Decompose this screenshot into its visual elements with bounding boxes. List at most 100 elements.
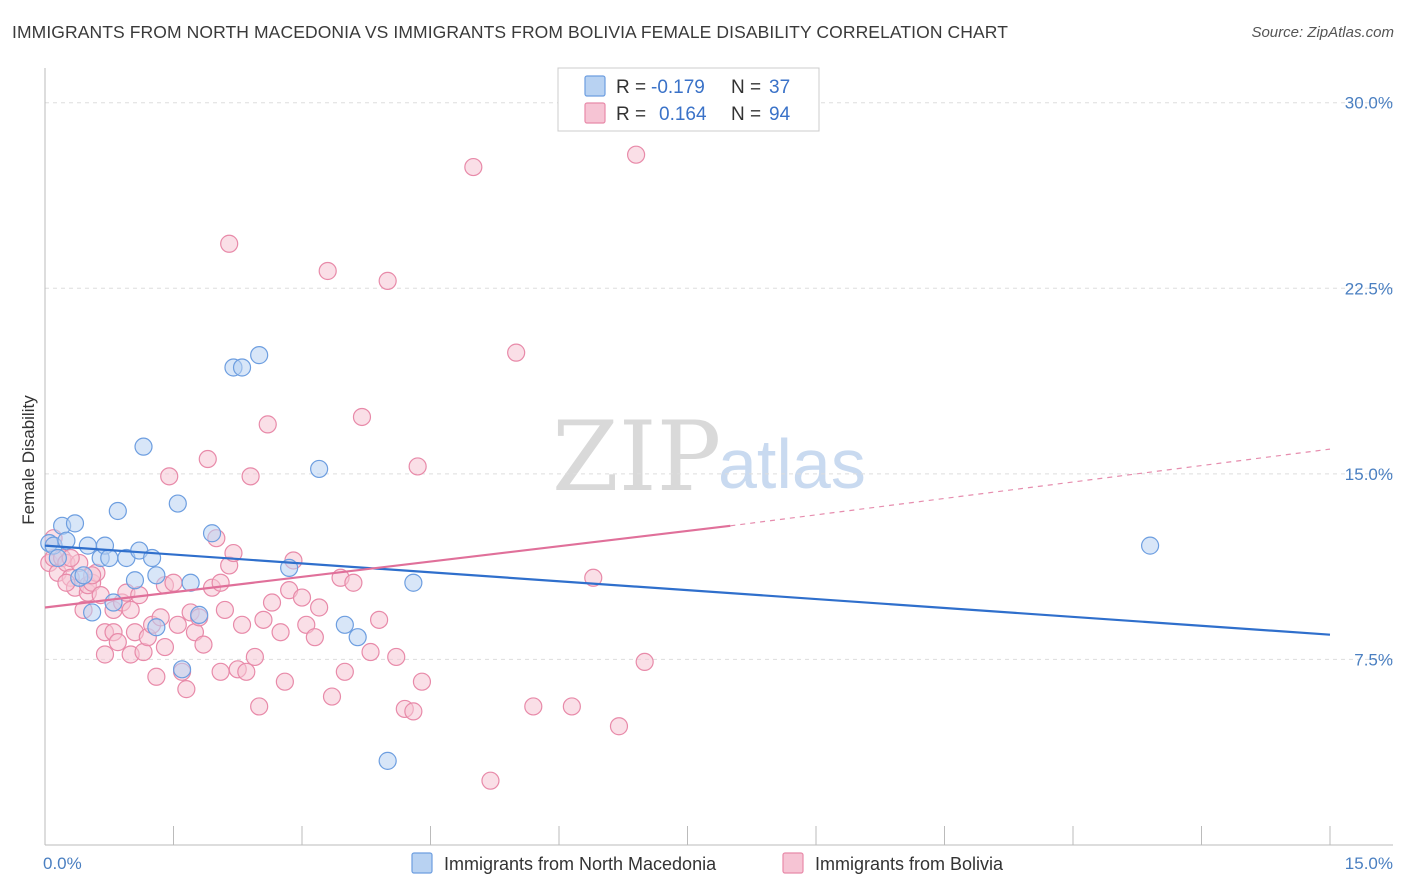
data-point-bolivia	[95, 645, 115, 664]
data-point-bolivia	[507, 343, 526, 362]
data-point-bolivia	[352, 407, 372, 427]
data-point-north-macedonia	[134, 437, 153, 456]
data-point-bolivia	[335, 662, 354, 681]
data-point-north-macedonia	[378, 751, 397, 770]
legend-r-value-pink: 0.164	[659, 104, 707, 125]
data-point-bolivia	[481, 771, 500, 790]
trend-line-bolivia-extension	[730, 448, 1331, 527]
data-point-north-macedonia	[181, 573, 200, 592]
data-point-bolivia	[626, 145, 646, 164]
chart-title: IMMIGRANTS FROM NORTH MACEDONIA VS IMMIG…	[12, 22, 1009, 42]
data-point-bolivia	[220, 234, 239, 253]
data-point-bolivia	[237, 662, 256, 681]
data-point-north-macedonia	[147, 566, 166, 585]
watermark: ZIP atlas	[552, 401, 866, 513]
data-point-north-macedonia	[65, 514, 85, 533]
legend-n-label-blue: N =	[731, 77, 761, 98]
legend-r-label-blue: R =	[616, 77, 646, 98]
data-point-bolivia	[562, 697, 581, 716]
legend-n-value-pink: 94	[769, 104, 791, 125]
data-point-bolivia	[584, 568, 603, 587]
data-point-bolivia	[609, 717, 629, 736]
data-point-bolivia	[160, 467, 179, 486]
trend-line-north-macedonia	[44, 544, 1331, 636]
stats-legend: R = -0.179 N = 37 R = 0.164 N = 94	[557, 67, 820, 132]
data-point-north-macedonia	[104, 593, 123, 612]
data-point-bolivia	[387, 647, 406, 667]
data-point-north-macedonia	[48, 548, 67, 568]
data-point-north-macedonia	[190, 605, 209, 625]
data-point-bolivia	[464, 157, 483, 177]
data-point-bolivia	[524, 697, 543, 716]
data-point-bolivia	[344, 573, 363, 592]
y-tick-label: 15.0%	[1345, 465, 1393, 484]
data-point-bolivia	[232, 615, 252, 634]
legend-n-label-pink: N =	[731, 104, 761, 125]
y-tick-label: 7.5%	[1354, 650, 1393, 669]
series-legend-swatch-blue	[411, 852, 433, 874]
chart-source: Source: ZipAtlas.com	[1251, 24, 1394, 41]
data-point-north-macedonia	[335, 615, 354, 634]
legend-r-label-pink: R =	[616, 104, 646, 125]
series-legend-label-blue: Immigrants from North Macedonia	[444, 854, 717, 874]
data-point-bolivia	[147, 667, 166, 686]
data-point-bolivia	[254, 610, 273, 629]
y-tick-label: 30.0%	[1345, 94, 1393, 113]
data-point-bolivia	[361, 642, 380, 662]
trend-line-bolivia	[44, 524, 731, 609]
data-point-bolivia	[211, 573, 230, 592]
data-point-north-macedonia	[232, 358, 252, 377]
data-point-bolivia	[168, 615, 187, 634]
data-point-north-macedonia	[168, 494, 187, 513]
data-point-bolivia	[305, 628, 324, 647]
grid	[45, 102, 1393, 660]
data-point-north-macedonia	[310, 459, 329, 479]
data-point-north-macedonia	[100, 548, 119, 568]
data-point-north-macedonia	[172, 660, 192, 679]
watermark-atlas: atlas	[718, 425, 866, 503]
data-point-north-macedonia	[108, 501, 127, 521]
data-point-bolivia	[412, 672, 432, 691]
data-point-bolivia	[310, 598, 329, 617]
data-point-bolivia	[322, 687, 342, 706]
data-point-north-macedonia	[1140, 536, 1160, 555]
data-point-bolivia	[194, 635, 213, 654]
data-point-bolivia	[155, 637, 175, 657]
data-point-bolivia	[370, 610, 389, 629]
data-point-north-macedonia	[125, 571, 145, 590]
data-point-bolivia	[108, 633, 127, 652]
data-point-bolivia	[292, 588, 312, 607]
data-point-bolivia	[121, 600, 140, 620]
data-point-bolivia	[635, 652, 654, 672]
data-point-bolivia	[258, 415, 277, 434]
data-point-bolivia	[211, 662, 230, 681]
series-legend-label-pink: Immigrants from Bolivia	[815, 854, 1004, 874]
y-axis-label: Female Disability	[19, 395, 38, 525]
data-point-north-macedonia	[250, 346, 269, 365]
data-point-north-macedonia	[83, 603, 102, 622]
data-point-bolivia	[250, 697, 269, 716]
watermark-zip: ZIP	[552, 401, 721, 513]
data-point-bolivia	[245, 647, 264, 667]
data-point-bolivia	[164, 573, 183, 592]
series-legend: Immigrants from North Macedonia Immigran…	[411, 852, 1004, 874]
data-point-north-macedonia	[202, 524, 222, 543]
trend-lines	[44, 448, 1331, 636]
data-point-bolivia	[215, 600, 234, 620]
data-point-bolivia	[318, 261, 337, 281]
data-point-bolivia	[177, 680, 196, 699]
data-point-north-macedonia	[78, 536, 97, 555]
data-point-bolivia	[275, 672, 294, 691]
data-point-north-macedonia	[348, 628, 367, 647]
legend-n-value-blue: 37	[769, 77, 790, 98]
axes	[44, 68, 1393, 846]
legend-swatch-blue	[584, 75, 606, 97]
data-point-north-macedonia	[57, 531, 76, 550]
y-tick-label: 22.5%	[1345, 279, 1393, 298]
data-point-bolivia	[241, 467, 260, 486]
data-point-bolivia	[262, 593, 282, 612]
x-tick-label-min: 0.0%	[43, 854, 82, 873]
data-point-bolivia	[297, 615, 316, 634]
data-point-bolivia	[404, 702, 423, 721]
